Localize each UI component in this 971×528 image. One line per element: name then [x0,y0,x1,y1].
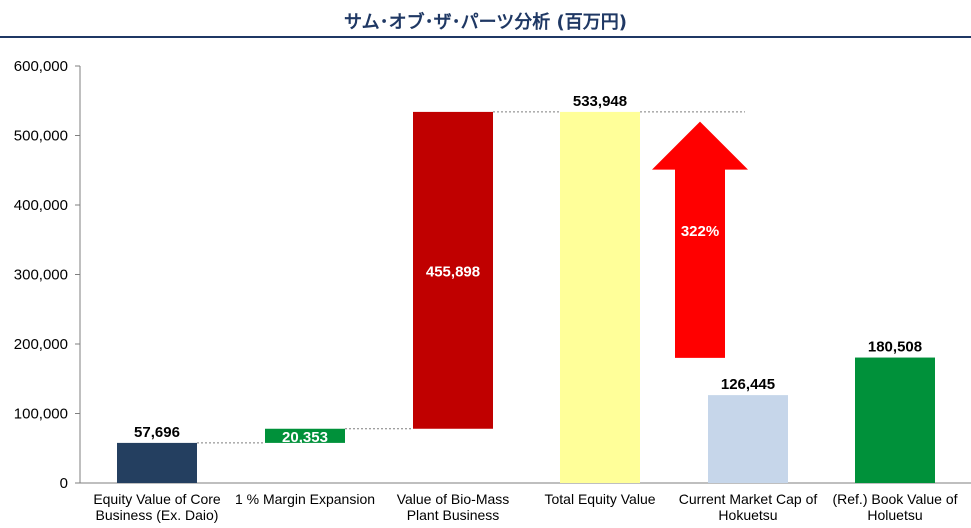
x-category-label: 1 % Margin Expansion [235,491,375,507]
title-rule [0,36,971,38]
x-category-label: (Ref.) Book Value of [832,491,957,507]
x-category-label: Business (Ex. Daio) [96,507,219,523]
bar [855,357,935,483]
y-tick-label: 100,000 [14,406,68,423]
bar-value-label: 57,696 [134,424,180,441]
x-category-label: Current Market Cap of [679,491,818,507]
growth-arrow [652,121,748,358]
y-tick-label: 300,000 [14,267,68,284]
bar [560,111,640,484]
bar-value-label: 455,898 [426,263,480,280]
y-tick-label: 200,000 [14,336,68,353]
bar [265,428,345,443]
y-tick-label: 600,000 [14,58,68,75]
x-category-label: Holuetsu [867,507,922,523]
x-category-label: Total Equity Value [544,491,655,507]
bar-value-label: 533,948 [573,93,627,110]
bar [117,442,197,483]
y-tick-label: 400,000 [14,197,68,214]
y-tick-label: 500,000 [14,128,68,145]
y-tick-label: 0 [60,475,68,492]
bar [413,111,493,429]
x-category-label: Hokuetsu [718,507,777,523]
chart-title: サム･オブ･ザ･パーツ分析 (百万円) [344,12,627,33]
x-category-label: Plant Business [407,507,500,523]
bar-value-label: 180,508 [868,339,922,356]
x-category-label: Value of Bio-Mass [397,491,510,507]
bar-value-label: 126,445 [721,376,775,393]
x-category-label: Equity Value of Core [93,491,221,507]
growth-arrow-label: 322% [681,223,719,240]
bar-value-label: 20,353 [282,429,328,446]
bar [708,395,788,483]
